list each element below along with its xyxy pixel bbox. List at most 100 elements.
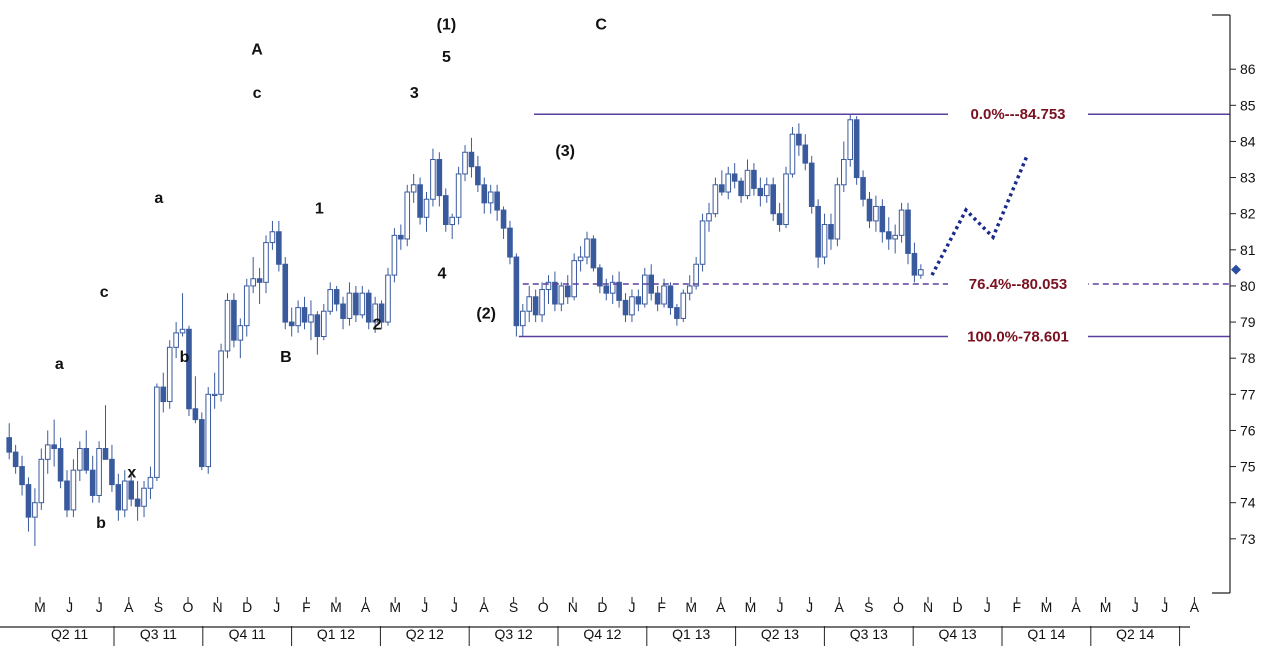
candle-body-down (866, 198, 873, 222)
month-label: M (1100, 599, 1112, 615)
candle-body-up (121, 480, 128, 511)
candle (892, 224, 898, 254)
candle-body-down (19, 466, 25, 486)
wave-label: b (96, 515, 106, 532)
candle (802, 134, 809, 171)
candle-body-down (6, 437, 13, 453)
candle (635, 289, 642, 312)
fib-label-bg (948, 275, 1088, 294)
candle (256, 267, 263, 304)
candle-body-up (847, 119, 854, 160)
candle-body-up (571, 260, 577, 298)
candle-body-up (70, 469, 77, 511)
month-label: S (864, 599, 873, 615)
candle (128, 473, 134, 507)
month-label: O (538, 599, 549, 615)
y-tick-label: 81 (1240, 242, 1256, 258)
candle-body-down (276, 231, 282, 265)
candle-body-up (693, 263, 699, 287)
wave-label: B (280, 349, 292, 366)
candle-body-down (231, 299, 237, 341)
wave-label: (2) (476, 305, 496, 322)
candle-body-up (410, 184, 417, 193)
candle (532, 289, 539, 323)
month-label: J (96, 599, 103, 615)
month-label: M (745, 599, 757, 615)
candle-body-up (179, 328, 186, 334)
month-label: D (953, 599, 963, 615)
candle (808, 155, 815, 214)
candle (359, 285, 366, 319)
candle (83, 430, 90, 474)
candle-body-down (288, 321, 295, 327)
candle (789, 126, 796, 178)
month-label: J (273, 599, 280, 615)
candle-body-down (340, 303, 346, 319)
candle-body-up (205, 393, 212, 468)
month-label: J (1132, 599, 1139, 615)
candle (494, 184, 500, 221)
candle-body-down (89, 469, 96, 496)
candle (513, 253, 520, 337)
candle (134, 481, 141, 521)
month-label: M (389, 599, 401, 615)
candle-body-down (552, 281, 558, 305)
month-label: J (1161, 599, 1168, 615)
candle (218, 343, 224, 402)
candle-body-up (269, 231, 276, 244)
candle-body-down (635, 296, 642, 305)
month-label: J (66, 599, 73, 615)
y-axis: 73 74 75 76 77 78 79 80 81 82 83 84 85 86 (1212, 14, 1256, 594)
month-label: O (893, 599, 904, 615)
candle-body-up (539, 289, 545, 316)
candle-body-down (731, 173, 738, 182)
candle-body-up (545, 281, 552, 291)
candle-body-down (378, 303, 385, 323)
candle (141, 481, 147, 518)
candle (918, 264, 924, 279)
candle-body-up (526, 296, 533, 312)
candle (199, 412, 205, 471)
quarter-label: Q2 14 (1116, 626, 1154, 642)
y-tick-label: 74 (1240, 495, 1256, 511)
candle-body-down (57, 448, 64, 482)
candle-body-down (654, 292, 661, 305)
candle (231, 293, 237, 348)
y-tick-label: 79 (1240, 314, 1256, 330)
candle (500, 206, 507, 239)
candle (44, 430, 51, 474)
candle-body-down (796, 133, 802, 146)
y-tick-label: 83 (1240, 170, 1256, 186)
y-tick-label: 80 (1240, 278, 1256, 294)
projection-layer (930, 155, 1029, 276)
candle (731, 163, 738, 189)
month-label: A (124, 599, 134, 615)
fib-label-bg (948, 105, 1088, 124)
candle-body-down (475, 166, 481, 186)
candle (455, 166, 462, 225)
candle (680, 289, 687, 323)
candle (282, 257, 289, 330)
candle-body-down (102, 448, 109, 460)
wave-label: x (127, 464, 136, 481)
candle (841, 141, 847, 193)
candle (712, 177, 719, 218)
candle-body-up (841, 159, 847, 186)
candle (410, 173, 417, 203)
y-tick-label: 75 (1240, 459, 1256, 475)
candle (423, 192, 430, 232)
quarter-label: Q3 12 (495, 626, 533, 642)
candle-body-down (853, 119, 860, 179)
candle-body-up (327, 289, 334, 312)
candle (757, 177, 764, 207)
month-label: J (629, 599, 636, 615)
candle (866, 192, 873, 229)
candle-body-up (918, 269, 924, 276)
candle (417, 177, 423, 225)
candle (109, 444, 115, 492)
candle-body-up (211, 393, 218, 397)
candle (481, 177, 488, 214)
candle-body-down (738, 180, 744, 197)
